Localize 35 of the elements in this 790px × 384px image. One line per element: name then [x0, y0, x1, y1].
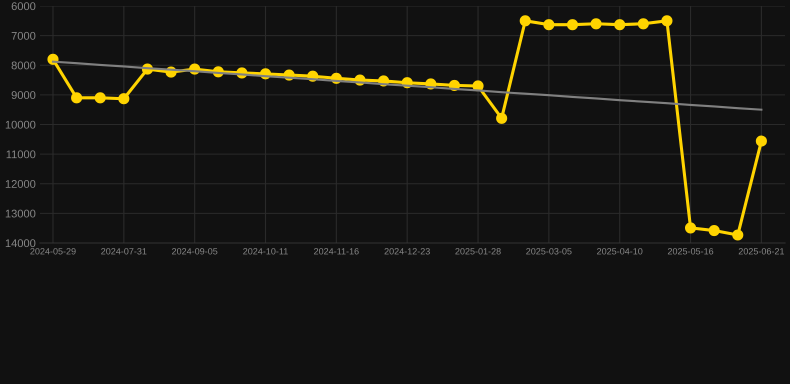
y-tick-label: 12000	[6, 180, 36, 188]
x-tick-label: 2024-12-23	[384, 248, 430, 254]
x-tick-label: 2025-05-16	[668, 248, 714, 254]
y-tick-label: 8000	[12, 62, 36, 70]
point	[496, 112, 508, 124]
x-tick-label: 2025-06-21	[738, 248, 784, 254]
point	[684, 222, 696, 234]
y-tick-label: 13000	[6, 210, 36, 218]
point	[566, 19, 578, 30]
point	[638, 18, 649, 30]
x-tick-label: 2024-09-05	[172, 248, 218, 254]
point	[614, 19, 626, 30]
y-tick-label: 9000	[12, 91, 36, 100]
x-tick-label: 2025-03-05	[526, 248, 572, 254]
y-tick-label: 10000	[6, 120, 36, 129]
point	[756, 136, 767, 147]
y-tick-label: 11000	[6, 150, 36, 158]
point	[543, 19, 554, 30]
point	[118, 93, 130, 104]
point	[661, 15, 672, 26]
point	[590, 18, 602, 30]
y-tick-label: 7000	[12, 32, 36, 40]
x-tick-label: 2025-04-10	[597, 248, 642, 254]
x-tick-label: 2024-07-31	[101, 248, 146, 254]
x-tick-label: 2024-10-11	[243, 248, 288, 254]
x-tick-label: 2024-05-29	[30, 248, 76, 254]
x-tick-label: 2024-11-16	[314, 248, 359, 254]
x-tick-label: 2025-01-28	[455, 248, 501, 254]
point	[71, 92, 82, 104]
point	[732, 229, 744, 241]
point	[94, 92, 106, 104]
point	[708, 225, 720, 236]
y-tick-label: 14000	[6, 239, 36, 248]
point	[520, 15, 531, 26]
y-tick-label: 6000	[12, 2, 36, 10]
